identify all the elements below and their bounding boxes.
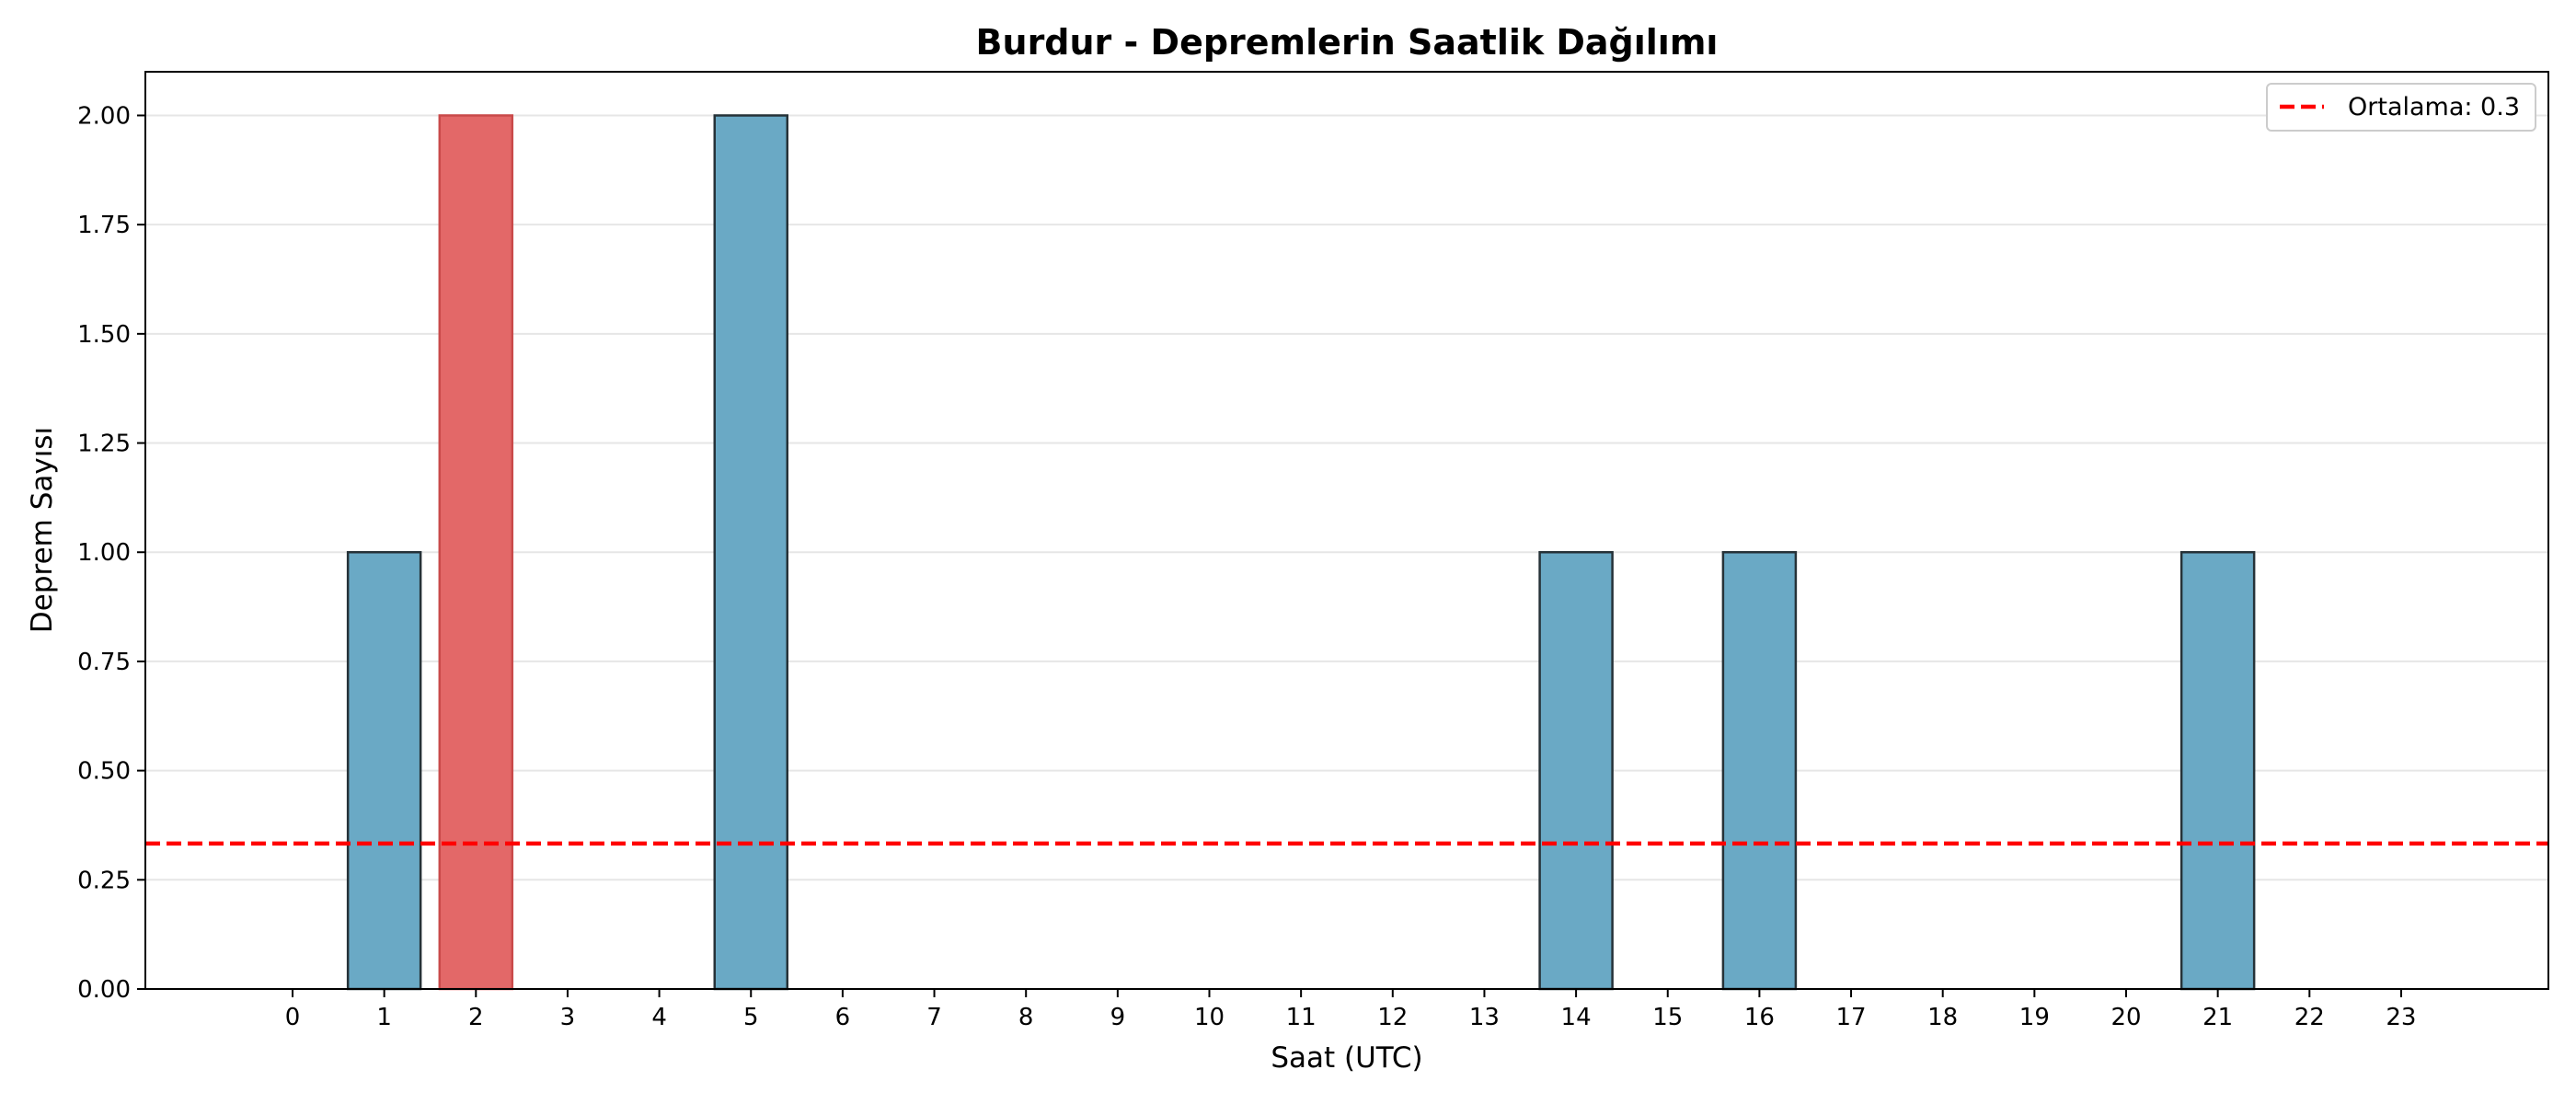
x-tick-label: 5 <box>743 1004 759 1031</box>
x-axis-label: Saat (UTC) <box>1271 1041 1422 1075</box>
y-tick-label: 2.00 <box>77 102 131 130</box>
x-tick-label: 22 <box>2294 1004 2325 1031</box>
bar-hour-16 <box>1721 550 1798 991</box>
y-axis-ticks: 0.00 0.25 0.50 0.75 1.00 1.25 1.50 1.75 2.00 <box>77 102 145 1004</box>
bar-hour-5 <box>713 114 788 991</box>
x-tick-label: 4 <box>651 1004 667 1031</box>
x-tick-label: 19 <box>2019 1004 2050 1031</box>
x-tick-label: 17 <box>1836 1004 1867 1031</box>
grid-lines <box>145 114 2548 881</box>
x-tick-label: 8 <box>1018 1004 1034 1031</box>
x-tick-label: 6 <box>835 1004 851 1031</box>
x-axis-ticks: 0 1 2 3 4 5 6 7 8 9 10 11 12 13 14 15 16 17 18 19 20 21 22 23 <box>285 989 2416 1031</box>
x-tick-label: 0 <box>285 1004 301 1031</box>
bar-hour-1 <box>346 550 422 991</box>
x-tick-label: 18 <box>1927 1004 1958 1031</box>
x-tick-label: 1 <box>376 1004 392 1031</box>
y-tick-label: 0.00 <box>77 976 131 1004</box>
x-tick-label: 21 <box>2202 1004 2233 1031</box>
x-tick-label: 7 <box>926 1004 942 1031</box>
x-tick-label: 23 <box>2386 1004 2416 1031</box>
x-tick-label: 2 <box>468 1004 484 1031</box>
x-tick-label: 9 <box>1110 1004 1126 1031</box>
y-axis-label: Deprem Sayısı <box>26 427 59 633</box>
bar-hour-14 <box>1538 550 1614 991</box>
x-tick-label: 15 <box>1652 1004 1683 1031</box>
legend-label-mean: Ortalama: 0.3 <box>2348 93 2520 121</box>
bar-hour-21 <box>2179 550 2256 991</box>
x-tick-label: 12 <box>1377 1004 1408 1031</box>
x-tick-label: 16 <box>1744 1004 1775 1031</box>
chart-title: Burdur - Depremlerin Saatlik Dağılımı <box>976 22 1719 63</box>
y-tick-label: 0.75 <box>77 649 131 676</box>
y-tick-label: 1.25 <box>77 431 131 458</box>
legend: Ortalama: 0.3 <box>2266 83 2536 132</box>
y-tick-label: 1.00 <box>77 539 131 567</box>
y-tick-label: 0.25 <box>77 867 131 894</box>
x-tick-label: 10 <box>1194 1004 1225 1031</box>
x-tick-label: 13 <box>1469 1004 1500 1031</box>
bar-hour-2 <box>438 114 514 991</box>
plot-frame <box>144 71 2549 990</box>
y-tick-label: 1.50 <box>77 321 131 349</box>
y-tick-label: 0.50 <box>77 758 131 786</box>
y-tick-label: 1.75 <box>77 212 131 239</box>
x-tick-label: 3 <box>560 1004 576 1031</box>
x-tick-label: 14 <box>1561 1004 1592 1031</box>
legend-box <box>2266 83 2536 132</box>
x-tick-label: 20 <box>2110 1004 2141 1031</box>
x-tick-label: 11 <box>1286 1004 1317 1031</box>
